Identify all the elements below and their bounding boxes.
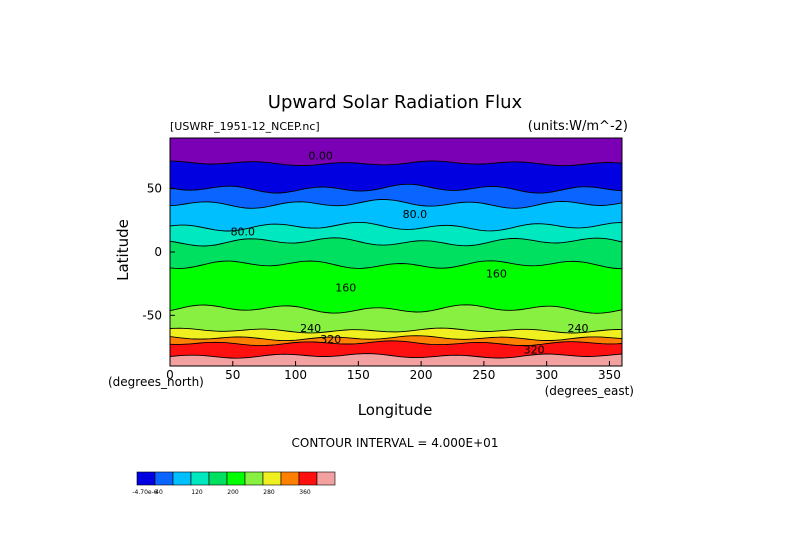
- colorbar-swatch: [226, 471, 246, 486]
- x-axis-title: Longitude: [358, 401, 433, 419]
- colorbar-swatch: [262, 471, 282, 486]
- colorbar-swatch: [244, 471, 264, 486]
- file-label: [USWRF_1951-12_NCEP.nc]: [170, 120, 320, 133]
- contour-value-label: 80.0: [403, 208, 428, 221]
- contour-band: [170, 353, 622, 366]
- x-tick-label: 100: [284, 368, 307, 382]
- contour-line: [169, 160, 623, 167]
- colorbar-swatch: [154, 471, 174, 486]
- contour-line: [169, 353, 623, 359]
- contour-band: [170, 260, 622, 314]
- colorbar-label: 280: [263, 489, 275, 496]
- x-tick-label: 300: [535, 368, 558, 382]
- contour-band: [170, 328, 622, 341]
- contour-line: [169, 260, 623, 270]
- colorbar-swatch: [208, 471, 228, 486]
- y-axis: -50 0 50: [142, 182, 175, 322]
- contour-interval-text: CONTOUR INTERVAL = 4.000E+01: [292, 436, 499, 450]
- x-tick-label: 200: [410, 368, 433, 382]
- contour-line: [169, 237, 623, 247]
- x-tick-label: 150: [347, 368, 370, 382]
- colorbar: -4.70e-640 120 200 280 360: [132, 471, 336, 496]
- colorbar-swatch: [298, 471, 318, 486]
- y-axis-title: Latitude: [114, 219, 132, 281]
- colorbar-label: 120: [191, 489, 203, 496]
- units-label: (units:W/m^-2): [528, 119, 628, 134]
- colorbar-swatch: [172, 471, 192, 486]
- x-tick-label: 250: [472, 368, 495, 382]
- x-axis: 0 50 100 150 200 250 300 350: [166, 361, 621, 382]
- contour-line: [169, 304, 623, 314]
- contour-value-label: 160: [486, 267, 507, 280]
- contour-band: [170, 161, 622, 194]
- contour-line: [169, 335, 623, 342]
- x-tick-label: 0: [166, 368, 174, 382]
- y-tick-label: 0: [154, 245, 162, 259]
- contour-line: [169, 340, 623, 347]
- contour-value-label: 0.00: [308, 150, 333, 163]
- contour-value-label: 320: [320, 333, 341, 346]
- contour-value-label: 160: [335, 281, 356, 294]
- contour-band: [170, 304, 622, 333]
- colorbar-label: -4.70e-6: [132, 489, 157, 496]
- contour-band: [170, 184, 622, 209]
- x-unit-label: (degrees_east): [545, 384, 634, 398]
- contour-line: [169, 221, 623, 232]
- x-tick-label: 50: [225, 368, 240, 382]
- contour-line: [169, 183, 623, 194]
- chart-title: Upward Solar Radiation Flux: [268, 92, 523, 113]
- contour-band: [170, 138, 622, 166]
- y-unit-label: (degrees_north): [108, 375, 204, 389]
- contour-lines: [169, 160, 623, 359]
- colorbar-swatch: [190, 471, 210, 486]
- contour-value-label: 240: [300, 322, 321, 335]
- contour-line: [169, 199, 623, 209]
- colorbar-label: 200: [227, 489, 239, 496]
- contour-band: [170, 222, 622, 246]
- colorbar-label: 360: [299, 489, 311, 496]
- contour-value-label: 80.0: [231, 226, 256, 239]
- colorbar-swatch: [316, 471, 336, 486]
- colorbar-swatch: [136, 471, 156, 486]
- colorbar-label: 40: [155, 489, 163, 496]
- x-tick-label: 350: [598, 368, 621, 382]
- contour-band: [170, 237, 622, 269]
- y-tick-label: 50: [147, 182, 162, 196]
- contour-band: [170, 199, 622, 231]
- contour-value-label: 240: [568, 322, 589, 335]
- y-tick-label: -50: [142, 308, 162, 322]
- colorbar-swatch: [280, 471, 300, 486]
- contour-line: [169, 327, 623, 334]
- contour-value-label: 320: [524, 343, 545, 356]
